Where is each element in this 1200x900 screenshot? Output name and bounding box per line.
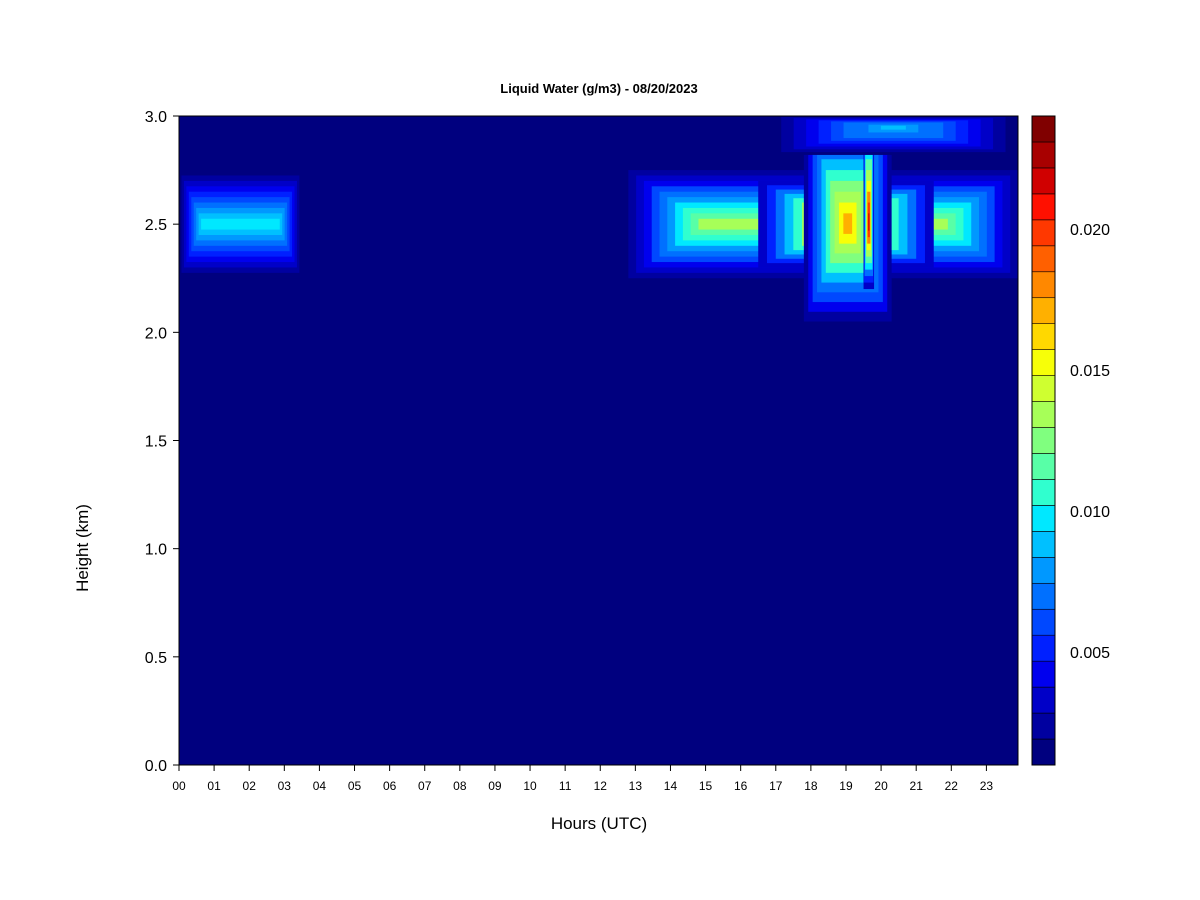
colorbar-swatch <box>1031 660 1056 688</box>
cloud-feature <box>768 116 1018 155</box>
colorbar-swatch <box>1031 453 1056 480</box>
heatmap-cell <box>201 218 280 230</box>
colorbar-swatch <box>1031 245 1056 273</box>
y-tick-label: 0.0 <box>145 758 167 775</box>
colorbar-swatch <box>1031 401 1056 428</box>
y-tick-label: 3.0 <box>145 109 167 126</box>
colorbar-swatch <box>1031 531 1056 558</box>
x-tick-label: 18 <box>804 779 818 793</box>
x-tick-label: 00 <box>172 779 186 793</box>
x-tick-label: 05 <box>348 779 362 793</box>
x-tick-label: 15 <box>699 779 713 793</box>
x-tick-label: 10 <box>523 779 537 793</box>
x-tick-label: 08 <box>453 779 467 793</box>
x-axis: 00 01 02 03 04 05 06 07 08 09 10 11 12 13 14 15 16 17 18 19… <box>172 765 993 793</box>
chart-title: Liquid Water (g/m3) - 08/20/2023 <box>500 81 697 96</box>
x-tick-label: 19 <box>839 779 853 793</box>
y-tick-label: 2.5 <box>145 217 167 234</box>
colorbar-tick-label: 0.020 <box>1070 222 1110 239</box>
colorbar-tick-label: 0.010 <box>1070 504 1110 521</box>
colorbar-swatch <box>1031 608 1056 636</box>
colorbar-swatch <box>1031 219 1056 247</box>
x-tick-label: 12 <box>594 779 608 793</box>
colorbar-swatch <box>1031 427 1056 454</box>
x-tick-label: 02 <box>243 779 257 793</box>
colorbar-tick-label: 0.005 <box>1070 645 1110 662</box>
colorbar-swatch <box>1031 686 1056 714</box>
colorbar-swatch <box>1031 167 1056 195</box>
x-tick-label: 20 <box>874 779 888 793</box>
heatmap-cell <box>843 213 853 234</box>
colorbar-swatch <box>1031 193 1056 221</box>
x-tick-label: 04 <box>313 779 327 793</box>
colorbar-frame <box>1031 115 1056 766</box>
x-tick-label: 23 <box>980 779 994 793</box>
x-tick-label: 17 <box>769 779 783 793</box>
colorbar-swatch <box>1031 712 1056 740</box>
colorbar-swatch <box>1031 738 1056 766</box>
colorbar-swatch <box>1031 634 1056 662</box>
y-axis: 0.0 0.5 1.0 1.5 2.0 2.5 3.0 <box>145 109 179 775</box>
colorbar-swatch <box>1031 271 1056 299</box>
x-tick-label: 14 <box>664 779 678 793</box>
x-axis-label: Hours (UTC) <box>551 814 647 833</box>
colorbar-swatch <box>1031 297 1056 324</box>
y-tick-label: 0.5 <box>145 650 167 667</box>
y-axis-label: Height (km) <box>73 504 92 592</box>
y-tick-label: 1.0 <box>145 542 167 559</box>
colorbar-swatch <box>1031 557 1056 584</box>
colorbar-swatch <box>1031 141 1056 169</box>
colorbar-swatch <box>1031 349 1056 376</box>
colorbar: 0.005 0.010 0.015 0.020 <box>1031 115 1110 766</box>
x-tick-label: 06 <box>383 779 397 793</box>
colorbar-swatch <box>1031 115 1056 143</box>
y-tick-label: 1.5 <box>145 434 167 451</box>
y-tick-label: 2.0 <box>145 325 167 342</box>
x-tick-label: 21 <box>910 779 924 793</box>
colorbar-tick-label: 0.015 <box>1070 363 1110 380</box>
colorbar-swatch <box>1031 479 1056 506</box>
heatmap-cell <box>868 213 870 231</box>
heatmap-plot-area <box>178 115 1019 766</box>
cloud-feature <box>863 116 875 290</box>
colorbar-swatch <box>1031 505 1056 532</box>
colorbar-swatch <box>1031 582 1056 610</box>
x-tick-label: 07 <box>418 779 432 793</box>
x-tick-label: 16 <box>734 779 748 793</box>
cloud-feature <box>179 170 302 279</box>
x-tick-label: 01 <box>207 779 221 793</box>
colorbar-swatch <box>1031 375 1056 402</box>
x-tick-label: 03 <box>278 779 292 793</box>
x-tick-label: 09 <box>488 779 502 793</box>
x-tick-label: 22 <box>945 779 959 793</box>
x-tick-label: 11 <box>559 779 572 793</box>
x-tick-label: 13 <box>629 779 643 793</box>
heatmap-cell <box>880 125 906 130</box>
colorbar-swatch <box>1031 323 1056 350</box>
